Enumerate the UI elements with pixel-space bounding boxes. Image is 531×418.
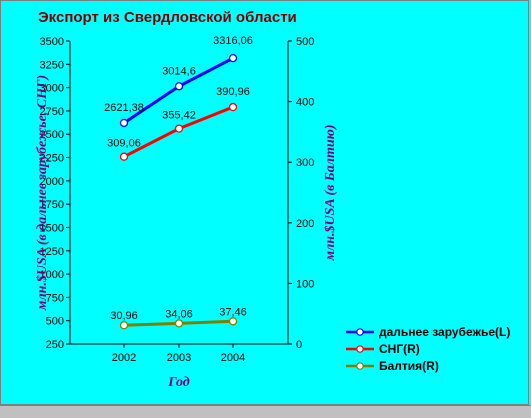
data-label: 355,42 [162,110,196,122]
legend-swatch-icon [346,361,374,370]
right-tick-label: 100 [296,278,314,290]
left-tick-label: 750 [46,292,64,304]
data-point [228,317,238,326]
right-tick-label: 0 [296,339,302,351]
left-tick-label: 3250 [40,59,64,71]
legend: дальнее зарубежье(L) СНГ(R) Балтия(R) [345,323,510,374]
left-tick-label: 250 [46,339,64,351]
data-label: 309,06 [107,138,141,150]
left-tick-label: 2250 [40,153,64,165]
x-tick-label: 2002 [112,352,136,364]
data-point [119,321,129,330]
left-tick-label: 500 [46,316,64,328]
data-point [119,118,129,128]
legend-swatch-icon [346,327,374,336]
legend-swatch-icon [346,344,374,353]
legend-label: Балтия(R) [379,358,439,373]
left-tick-label: 1250 [40,246,64,258]
data-label: 390,96 [216,86,250,98]
legend-label: СНГ(R) [379,341,420,356]
left-tick-label: 1000 [40,269,64,281]
data-label: 37,46 [219,306,247,318]
legend-label: дальнее зарубежье(L) [379,324,511,339]
chart-canvas: 2505007501000125015001750200022502500275… [35,35,338,390]
data-label: 3316,06 [213,35,253,47]
data-point [228,53,238,63]
data-label: 30,96 [110,310,138,322]
data-point [174,82,184,91]
data-label: 3014,6 [162,65,196,77]
left-tick-label: 1500 [40,222,64,234]
right-tick-label: 400 [296,97,314,109]
left-tick-label: 1750 [40,199,64,211]
x-tick-label: 2003 [167,352,191,364]
left-tick-label: 3500 [40,36,64,48]
right-tick-label: 200 [296,218,314,230]
right-tick-label: 500 [296,36,314,48]
chart-frame [0,0,529,405]
data-point [119,152,129,161]
x-axis-title: Год [167,375,190,390]
right-tick-label: 300 [296,157,314,169]
left-tick-label: 2000 [40,176,64,188]
right-axis-title: млн.$USA (в Балтию) [323,124,338,261]
data-label: 34,06 [165,308,193,320]
left-tick-label: 2500 [40,129,64,141]
data-point [174,124,184,133]
x-tick-label: 2004 [221,352,245,364]
legend-item: Балтия(R) [345,357,510,374]
data-point [228,102,238,112]
left-axis-title: млн.$USA (в дальнее зарубежье, СНГ) [35,75,50,311]
left-tick-label: 2750 [40,106,64,118]
data-label: 2621,38 [104,102,144,114]
legend-item: СНГ(R) [345,340,510,357]
status-strip [0,405,531,418]
legend-item: дальнее зарубежье(L) [345,323,510,340]
chart-title: Экспорт из Свердловской области [38,9,297,26]
left-tick-label: 3000 [40,83,64,95]
data-point [174,319,184,328]
